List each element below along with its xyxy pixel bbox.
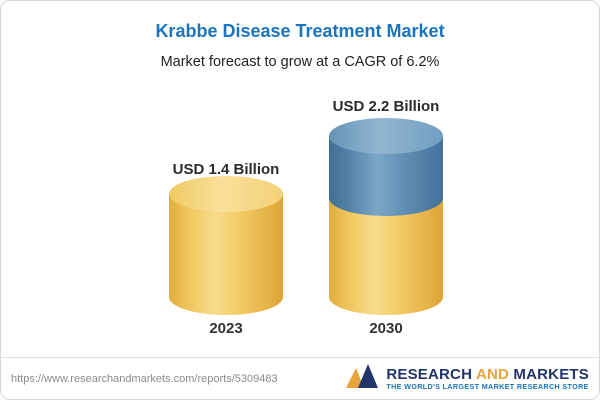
bar-2030-top [329,118,443,154]
footer: https://www.researchandmarkets.com/repor… [1,357,599,399]
researchandmarkets-logo: RESEARCH AND MARKETS THE WORLD'S LARGEST… [345,363,589,394]
bar-2023 [169,176,283,315]
bar-2030-segment-junction [329,180,443,216]
logo-mark-icon [345,363,379,394]
x-axis-label-2023: 2023 [209,320,243,337]
logo-word-research: RESEARCH [386,365,473,383]
bar-2030 [329,118,443,315]
logo-word-markets: MARKETS [513,365,589,383]
value-label-2030: USD 2.2 Billion [332,98,440,115]
logo-tagline: THE WORLD'S LARGEST MARKET RESEARCH STOR… [386,381,589,391]
value-label-2023: USD 1.4 Billion [172,161,280,178]
logo-wordmark: RESEARCH AND MARKETS [386,366,589,383]
chart-subtitle: Market forecast to grow at a CAGR of 6.2… [160,54,440,70]
bar-2023-top [169,176,283,212]
logo-text: RESEARCH AND MARKETS THE WORLD'S LARGEST… [386,366,589,392]
x-axis-label-2030: 2030 [369,320,403,337]
chart-title: Krabbe Disease Treatment Market [155,21,445,41]
report-url: https://www.researchandmarkets.com/repor… [11,372,278,385]
logo-word-and: AND [475,365,510,383]
